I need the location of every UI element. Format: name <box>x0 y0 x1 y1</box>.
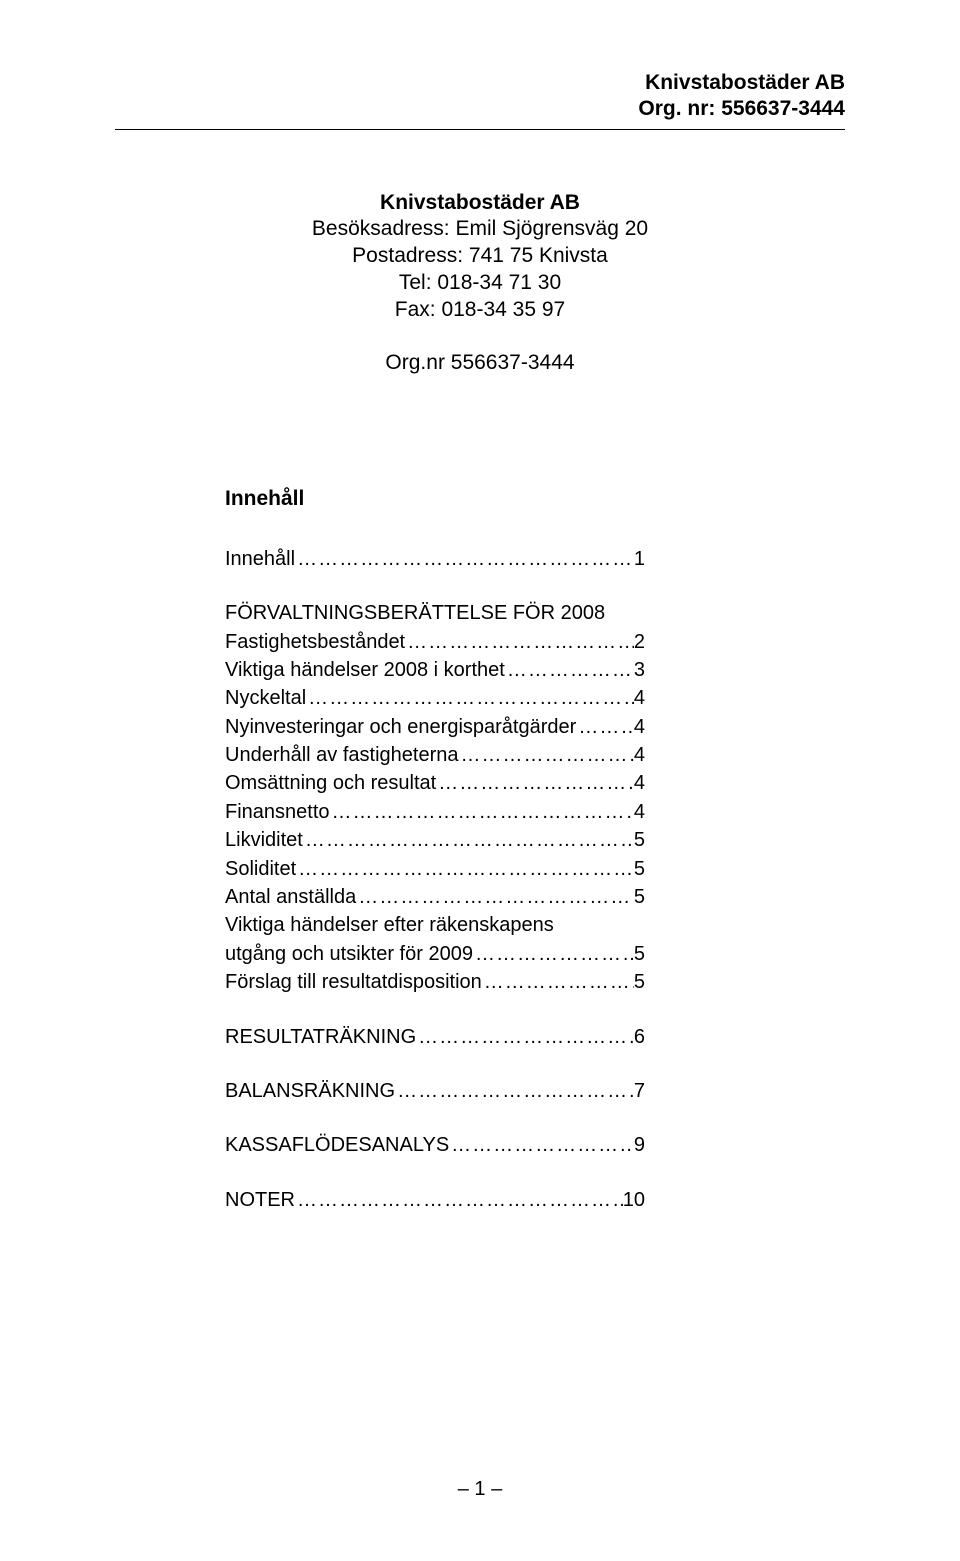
toc-row: Underhåll av fastigheterna 4 <box>225 741 645 769</box>
toc-page: 4 <box>634 798 645 826</box>
toc-page: 5 <box>634 826 645 854</box>
toc-dots <box>306 684 634 712</box>
toc-wrap-line1: Viktiga händelser efter räkenskapens <box>225 911 645 939</box>
toc-dots <box>405 628 634 656</box>
toc-page: 2 <box>634 628 645 656</box>
toc-row: Viktiga händelser 2008 i korthet 3 <box>225 656 645 684</box>
toc-page: 9 <box>634 1131 645 1159</box>
toc-label: Viktiga händelser 2008 i korthet <box>225 656 505 684</box>
toc-label: Förslag till resultatdisposition <box>225 968 482 996</box>
toc-row: Antal anställda 5 <box>225 883 645 911</box>
toc-section-row: BALANSRÄKNING 7 <box>225 1077 645 1105</box>
toc-label: Nyckeltal <box>225 684 306 712</box>
address-block: Knivstabostäder AB Besöksadress: Emil Sj… <box>115 190 845 377</box>
header-block: Knivstabostäder AB Org. nr: 556637-3444 <box>115 70 845 123</box>
page: Knivstabostäder AB Org. nr: 556637-3444 … <box>0 0 960 1561</box>
toc-dots <box>416 1023 634 1051</box>
toc-row: Förslag till resultatdisposition 5 <box>225 968 645 996</box>
toc-page: 10 <box>623 1186 645 1214</box>
toc-page: 3 <box>634 656 645 684</box>
address-postal: Postadress: 741 75 Knivsta <box>115 243 845 270</box>
address-tel: Tel: 018-34 71 30 <box>115 270 845 297</box>
toc-page: 4 <box>634 741 645 769</box>
toc-dots <box>449 1131 634 1159</box>
toc-label: BALANSRÄKNING <box>225 1077 395 1105</box>
toc-label: Omsättning och resultat <box>225 769 436 797</box>
toc-dots <box>296 855 634 883</box>
toc-row: Omsättning och resultat 4 <box>225 769 645 797</box>
header-orgnr: Org. nr: 556637-3444 <box>115 96 845 122</box>
toc-row: Innehåll 1 <box>225 545 645 573</box>
address-orgnr: Org.nr 556637-3444 <box>115 350 845 377</box>
toc-label: Soliditet <box>225 855 296 883</box>
toc-label: RESULTATRÄKNING <box>225 1023 416 1051</box>
toc-dots <box>505 656 634 684</box>
toc-page: 6 <box>634 1023 645 1051</box>
toc-dots <box>482 968 634 996</box>
toc-row: Nyinvesteringar och energisparåtgärder 4 <box>225 713 645 741</box>
toc-page: 7 <box>634 1077 645 1105</box>
toc-label: Fastighetsbeståndet <box>225 628 405 656</box>
toc-page: 5 <box>634 968 645 996</box>
toc-dots <box>303 826 634 854</box>
toc-label: KASSAFLÖDESANALYS <box>225 1131 449 1159</box>
toc-page: 5 <box>634 940 645 968</box>
toc-label: Nyinvesteringar och energisparåtgärder <box>225 713 576 741</box>
toc-label: Antal anställda <box>225 883 356 911</box>
toc-heading: Innehåll <box>225 487 645 511</box>
toc-section-title: FÖRVALTNINGSBERÄTTELSE FÖR 2008 <box>225 599 645 627</box>
toc-label: utgång och utsikter för 2009 <box>225 940 473 968</box>
toc-label: Innehåll <box>225 545 295 573</box>
header-divider <box>115 129 845 130</box>
toc-dots <box>295 545 634 573</box>
page-number: – 1 – <box>0 1478 960 1501</box>
toc-section-row: NOTER 10 <box>225 1186 645 1214</box>
toc-label: Underhåll av fastigheterna <box>225 741 458 769</box>
toc-dots <box>356 883 634 911</box>
address-company: Knivstabostäder AB <box>115 190 845 217</box>
toc-dots <box>395 1077 634 1105</box>
toc-dots <box>473 940 634 968</box>
toc-page: 4 <box>634 769 645 797</box>
toc-row: Likviditet 5 <box>225 826 645 854</box>
address-visit: Besöksadress: Emil Sjögrensväg 20 <box>115 216 845 243</box>
table-of-contents: Innehåll Innehåll 1 FÖRVALTNINGSBERÄTTEL… <box>225 487 645 1214</box>
toc-label: Likviditet <box>225 826 303 854</box>
toc-row: utgång och utsikter för 2009 5 <box>225 940 645 968</box>
toc-label: NOTER <box>225 1186 295 1214</box>
toc-row: Fastighetsbeståndet 2 <box>225 628 645 656</box>
toc-row: Finansnetto 4 <box>225 798 645 826</box>
toc-dots <box>576 713 634 741</box>
header-company: Knivstabostäder AB <box>115 70 845 96</box>
toc-row: Nyckeltal 4 <box>225 684 645 712</box>
address-fax: Fax: 018-34 35 97 <box>115 297 845 324</box>
toc-page: 4 <box>634 713 645 741</box>
toc-page: 5 <box>634 883 645 911</box>
toc-page: 5 <box>634 855 645 883</box>
toc-section-row: RESULTATRÄKNING 6 <box>225 1023 645 1051</box>
toc-section-row: KASSAFLÖDESANALYS 9 <box>225 1131 645 1159</box>
toc-dots <box>436 769 634 797</box>
toc-page: 1 <box>634 545 645 573</box>
toc-page: 4 <box>634 684 645 712</box>
toc-row: Soliditet 5 <box>225 855 645 883</box>
toc-dots <box>295 1186 623 1214</box>
toc-dots <box>458 741 633 769</box>
toc-label: Finansnetto <box>225 798 330 826</box>
toc-dots <box>330 798 634 826</box>
